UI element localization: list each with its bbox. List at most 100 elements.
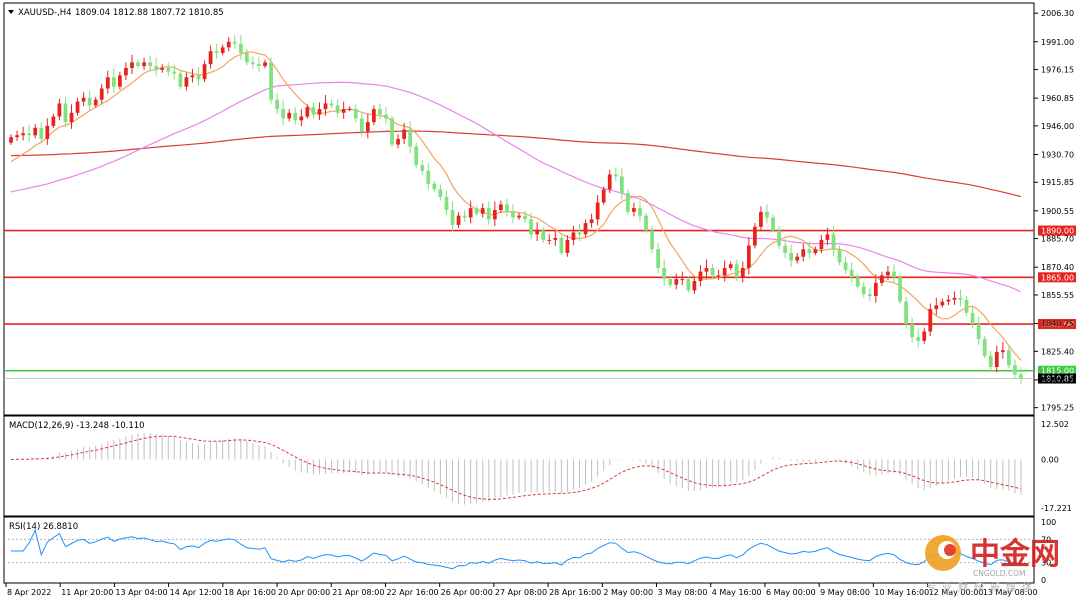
candle-body (765, 211, 769, 218)
candles (9, 35, 1023, 385)
candle-body (353, 109, 358, 119)
candle (9, 134, 13, 145)
candle-body (831, 234, 836, 250)
candle (952, 291, 957, 305)
candle-body (970, 312, 975, 325)
candle-body (93, 99, 98, 106)
watermark-slogan: 专业财经新媒体 (926, 581, 1038, 594)
candle-body (9, 137, 13, 143)
macd-signal-line (10, 435, 1022, 500)
x-tick-label: 6 May 00:00 (766, 588, 816, 597)
candle-body (740, 267, 745, 278)
candle (873, 274, 878, 303)
candle (372, 105, 376, 126)
x-tick-label: 11 Apr 20:00 (61, 588, 113, 597)
rsi-panel (3, 516, 1035, 584)
candle-body (674, 279, 679, 285)
level-tag-label: 1865.00 (1041, 273, 1074, 282)
candle (765, 204, 769, 224)
candle (553, 230, 558, 246)
candle (964, 295, 969, 316)
watermark-brand: 中金网 (970, 537, 1060, 572)
candle (124, 62, 128, 80)
candle-body (928, 309, 933, 332)
level-tag-label: 1890.00 (1041, 227, 1074, 236)
candle (257, 56, 261, 73)
candle-body (1007, 350, 1011, 366)
candle-body (607, 174, 612, 190)
candle (226, 37, 231, 52)
candle (111, 68, 116, 94)
x-tick-label: 21 Apr 08:00 (332, 588, 384, 597)
candle-body (257, 64, 261, 67)
candle (172, 64, 177, 80)
candle (27, 124, 32, 142)
candle (813, 246, 818, 256)
candle (753, 223, 757, 249)
candle (656, 242, 660, 274)
candle-body (994, 352, 999, 368)
candle (650, 225, 654, 253)
candle-body (118, 75, 122, 87)
candle-body (958, 297, 963, 300)
candle-body (384, 114, 388, 119)
candle-body (922, 331, 927, 341)
candle-body (789, 252, 794, 261)
candle-body (795, 256, 800, 261)
candle (220, 44, 225, 56)
candle-body (976, 324, 981, 339)
candle (613, 167, 618, 182)
moving-averages (10, 51, 1022, 361)
candle-body (214, 51, 219, 53)
candle (57, 98, 62, 121)
candle (511, 204, 515, 224)
candle-body (323, 103, 328, 110)
candle (795, 252, 800, 264)
candle-body (51, 116, 56, 126)
candle (341, 101, 346, 119)
candle (922, 327, 927, 344)
candle (904, 296, 908, 328)
candle-body (559, 238, 564, 253)
candle-body (529, 219, 533, 235)
candle-body (45, 125, 50, 139)
candle-body (372, 109, 376, 123)
candle-body (946, 299, 951, 302)
candle (886, 266, 890, 280)
candle-body (408, 129, 413, 147)
candle (474, 205, 479, 216)
candle-body (982, 338, 987, 356)
candle (99, 83, 104, 104)
candle (789, 244, 794, 268)
candle-body (492, 210, 497, 220)
candle (855, 274, 860, 289)
candle-body (335, 105, 340, 113)
candle-body (577, 232, 582, 235)
candle (93, 96, 98, 108)
candle (462, 210, 467, 222)
candle-body (904, 301, 908, 325)
candle (632, 202, 636, 217)
candle-body (910, 324, 914, 338)
macd-tick-label: 0.00 (1041, 455, 1059, 464)
candle (746, 237, 751, 275)
candle-body (505, 204, 509, 212)
candle (595, 195, 600, 226)
candle (928, 303, 933, 336)
candle-body (111, 77, 116, 87)
candle (178, 70, 183, 89)
logo-dot-icon (944, 544, 956, 556)
candle (232, 35, 237, 49)
candle (1013, 359, 1017, 379)
candle (976, 316, 981, 345)
candle (970, 307, 975, 329)
y-tick-label: 1930.70 (1041, 150, 1074, 159)
candle-body (456, 215, 461, 225)
candle-body (783, 245, 787, 253)
dropdown-triangle-icon[interactable] (8, 10, 14, 14)
candle (958, 289, 963, 307)
x-tick-label: 26 Apr 00:00 (441, 588, 493, 597)
candle-body (638, 208, 642, 216)
x-tick-label: 28 Apr 16:00 (549, 588, 601, 597)
candle (499, 200, 503, 213)
